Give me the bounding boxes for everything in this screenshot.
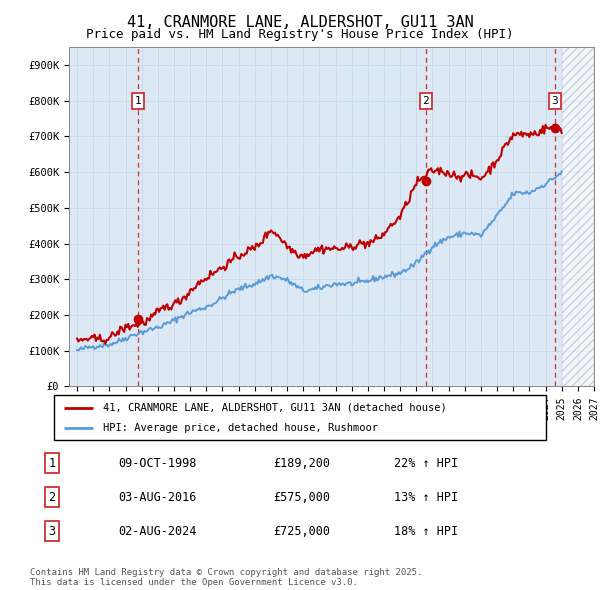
Text: 41, CRANMORE LANE, ALDERSHOT, GU11 3AN (detached house): 41, CRANMORE LANE, ALDERSHOT, GU11 3AN (… [103,403,447,412]
Bar [562,47,594,386]
Text: Price paid vs. HM Land Registry's House Price Index (HPI): Price paid vs. HM Land Registry's House … [86,28,514,41]
Text: £189,200: £189,200 [273,457,330,470]
Text: 09-OCT-1998: 09-OCT-1998 [118,457,197,470]
Text: £575,000: £575,000 [273,490,330,504]
Text: 22% ↑ HPI: 22% ↑ HPI [394,457,458,470]
Text: 18% ↑ HPI: 18% ↑ HPI [394,525,458,537]
Text: 41, CRANMORE LANE, ALDERSHOT, GU11 3AN: 41, CRANMORE LANE, ALDERSHOT, GU11 3AN [127,15,473,30]
Text: 1: 1 [135,96,142,106]
Text: 3: 3 [49,525,56,537]
Text: 13% ↑ HPI: 13% ↑ HPI [394,490,458,504]
Text: 03-AUG-2016: 03-AUG-2016 [118,490,197,504]
Text: 2: 2 [422,96,429,106]
FancyBboxPatch shape [54,395,546,440]
Text: Contains HM Land Registry data © Crown copyright and database right 2025.
This d: Contains HM Land Registry data © Crown c… [30,568,422,587]
Text: 1: 1 [49,457,56,470]
Text: 02-AUG-2024: 02-AUG-2024 [118,525,197,537]
Text: £725,000: £725,000 [273,525,330,537]
Text: 2: 2 [49,490,56,504]
Text: 3: 3 [551,96,558,106]
Text: HPI: Average price, detached house, Rushmoor: HPI: Average price, detached house, Rush… [103,424,378,434]
